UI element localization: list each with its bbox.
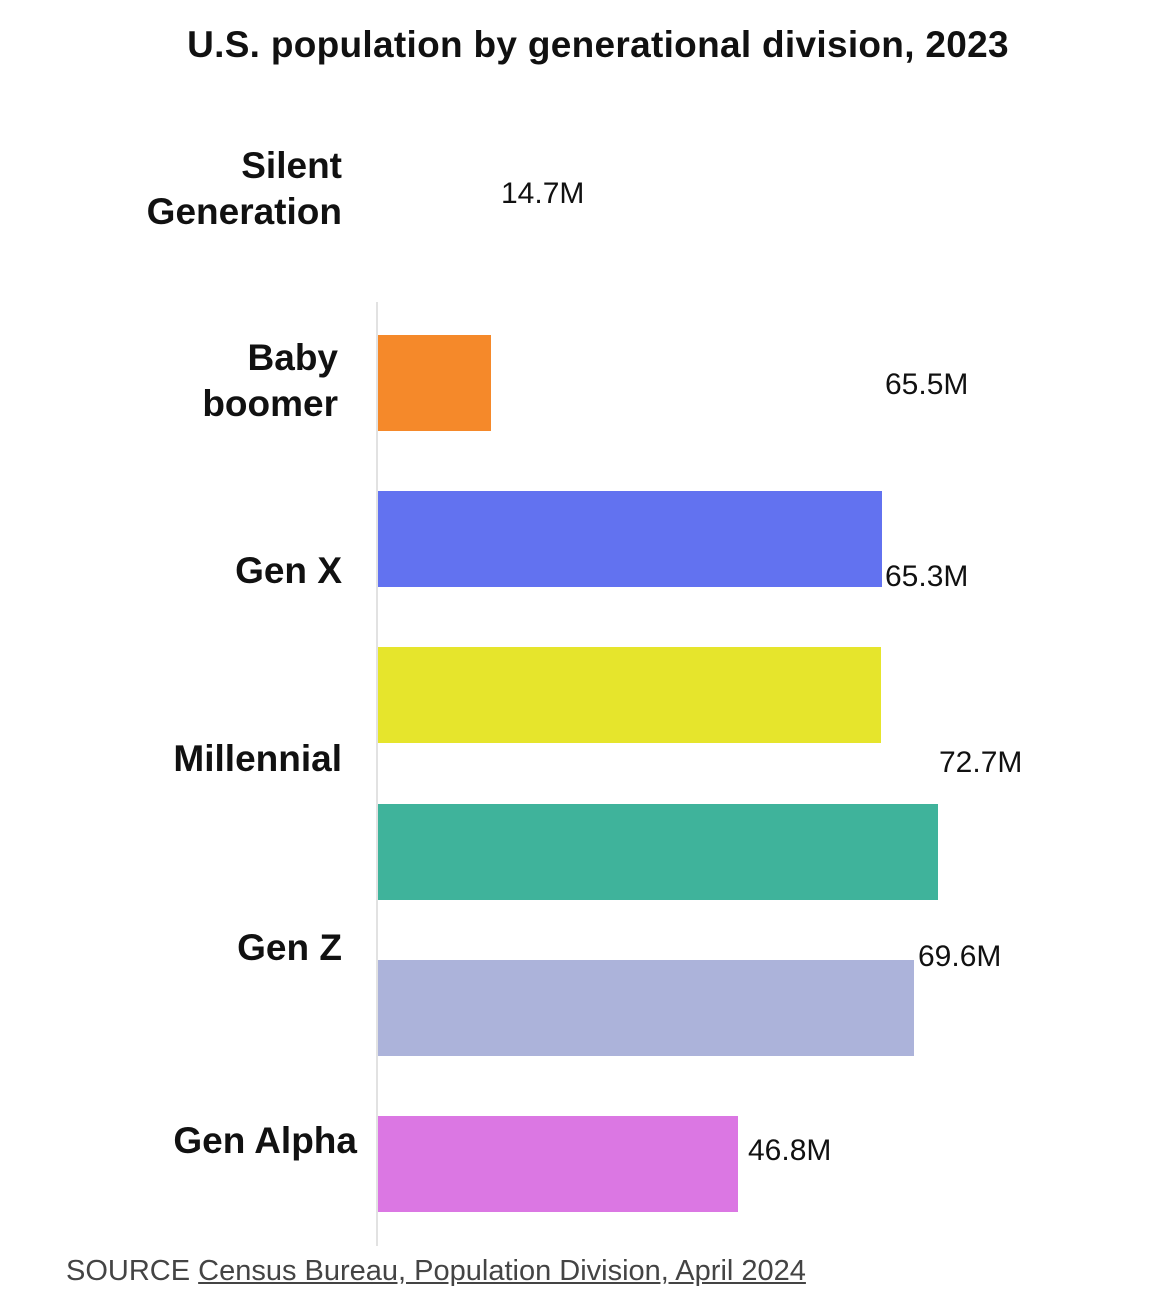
bar-baby-boomer	[378, 491, 883, 587]
category-label: Gen Alpha	[173, 1118, 357, 1164]
source-prefix: SOURCE	[66, 1255, 191, 1287]
category-label-line: Gen Z	[237, 927, 342, 968]
chart-title: U.S. population by generational division…	[187, 24, 1009, 65]
category-label-line: Baby	[247, 337, 338, 378]
category-label: Silent Generation	[147, 143, 342, 235]
value-label: 46.8M	[748, 1134, 832, 1167]
source-note: SOURCE Census Bureau, Population Divisio…	[66, 1255, 806, 1288]
category-label-line: Generation	[146, 191, 342, 232]
category-label-line: boomer	[202, 383, 338, 424]
category-label: Gen Z	[237, 925, 342, 971]
value-label: 65.3M	[885, 560, 969, 593]
value-label: 65.5M	[885, 368, 969, 401]
bar-gen-alpha	[378, 1116, 739, 1212]
category-label: Millennial	[173, 736, 342, 782]
bar-gen-x	[378, 647, 881, 743]
bar-gen-z	[378, 960, 914, 1056]
value-label: 72.7M	[939, 746, 1023, 779]
category-label-line: Silent	[241, 145, 342, 186]
bar-millennial	[378, 804, 938, 900]
category-label-line: Gen Alpha	[173, 1120, 357, 1161]
category-label-line: Gen X	[235, 550, 342, 591]
value-label: 69.6M	[918, 940, 1002, 973]
source-link[interactable]: Census Bureau, Population Division, Apri…	[198, 1255, 806, 1287]
category-label: Baby boomer	[202, 335, 338, 427]
category-label: Gen X	[235, 548, 342, 594]
category-label-line: Millennial	[173, 738, 342, 779]
y-axis-line	[376, 302, 378, 1246]
bar-silent-generation	[378, 335, 492, 431]
value-label: 14.7M	[501, 177, 585, 210]
